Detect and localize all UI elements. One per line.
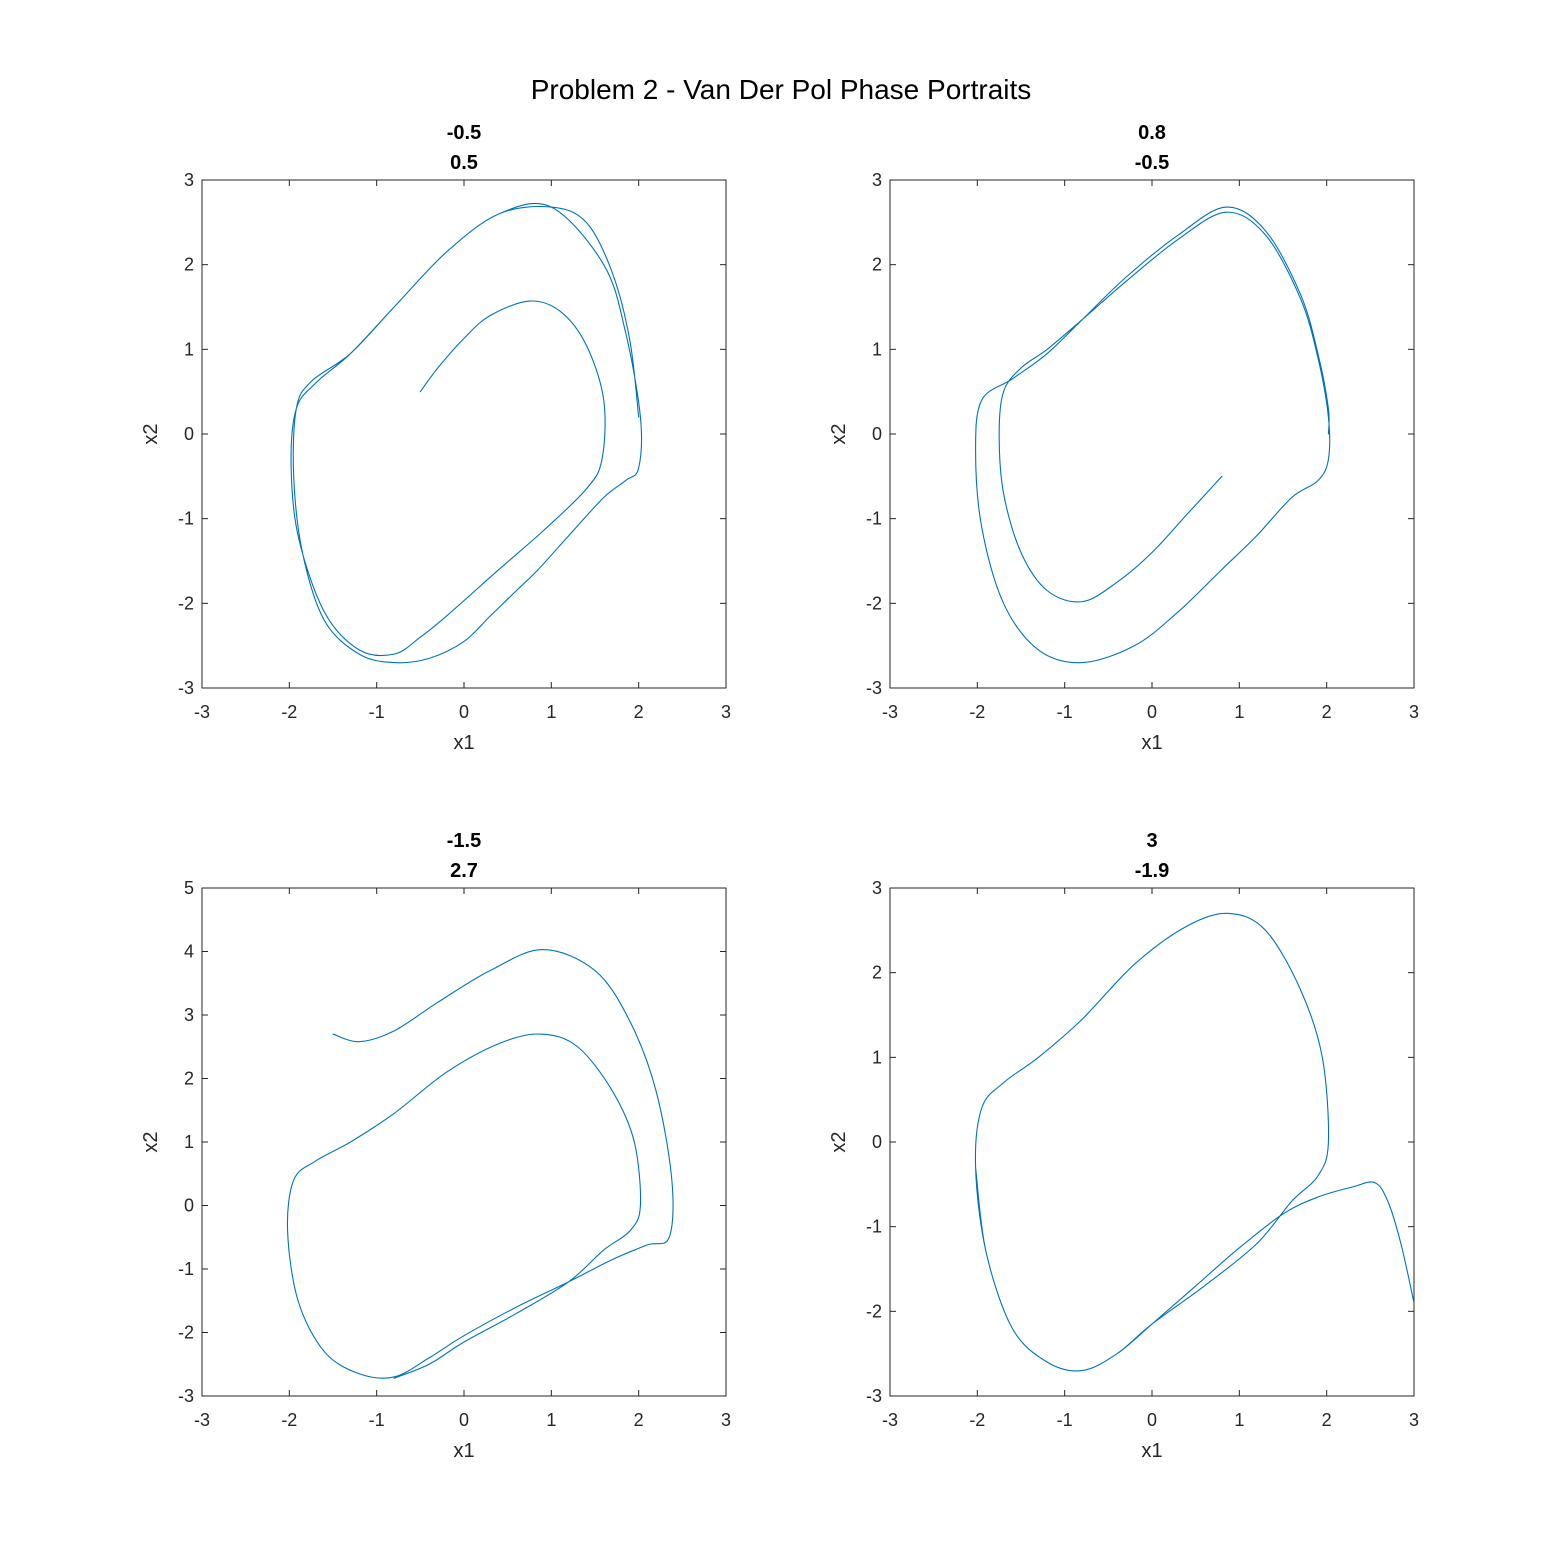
x-tick-label: -2 <box>281 702 297 722</box>
figure-title: Problem 2 - Van Der Pol Phase Portraits <box>531 74 1032 105</box>
y-tick-label: -1 <box>866 1217 882 1237</box>
y-tick-label: 4 <box>184 942 194 962</box>
trajectory-line <box>975 206 1331 664</box>
subplot-3: -1.5 2.7 -3 -2 -1 0 1 2 3 -3 -2 -1 0 1 2 3 4 5 x1 x2 <box>140 830 731 1462</box>
y-tick-label: 1 <box>184 339 194 359</box>
x-axis-label: x1 <box>1141 1440 1162 1462</box>
x-tick-label: 2 <box>1322 1410 1332 1430</box>
x-tick-label: -1 <box>369 1410 385 1430</box>
y-tick-label: 2 <box>872 963 882 983</box>
y-tick-label: 0 <box>184 424 194 444</box>
y-tick-label: 1 <box>872 1047 882 1067</box>
subplot-2: 0.8 -0.5 -3 -2 -1 0 1 2 3 -3 -2 -1 0 1 2 3 x1 x2 <box>828 122 1419 754</box>
y-tick-label: 0 <box>872 1132 882 1152</box>
subplot-title-line-2: -1.9 <box>1135 860 1169 882</box>
y-tick-label: -1 <box>866 509 882 529</box>
y-tick-label: 1 <box>184 1132 194 1152</box>
x-tick-label: 0 <box>1147 1410 1157 1430</box>
x-tick-label: -2 <box>281 1410 297 1430</box>
subplot-title-line-2: 0.5 <box>450 152 478 174</box>
x-tick-label: -1 <box>1057 1410 1073 1430</box>
axes-box <box>201 179 727 689</box>
x-tick-label: 0 <box>459 702 469 722</box>
x-tick-label: 0 <box>459 1410 469 1430</box>
x-tick-label: -2 <box>969 1410 985 1430</box>
y-tick-label: -3 <box>866 1386 882 1406</box>
x-tick-label: 0 <box>1147 702 1157 722</box>
y-tick-label: 3 <box>184 1005 194 1025</box>
y-axis-label: x2 <box>828 1131 850 1152</box>
axes-box <box>201 887 727 1397</box>
subplot-title-line-2: -0.5 <box>1135 152 1169 174</box>
x-axis-label: x1 <box>1141 732 1162 754</box>
x-tick-label: 3 <box>721 1410 731 1430</box>
x-tick-label: -3 <box>194 1410 210 1430</box>
y-axis-label: x2 <box>828 423 850 444</box>
y-tick-label: -1 <box>178 1259 194 1279</box>
x-tick-label: 3 <box>1409 702 1419 722</box>
x-tick-label: 1 <box>546 1410 556 1430</box>
x-tick-label: -3 <box>882 702 898 722</box>
y-tick-label: 3 <box>872 878 882 898</box>
y-tick-label: -2 <box>178 593 194 613</box>
trajectory-line <box>286 949 674 1379</box>
y-tick-label: 3 <box>872 170 882 190</box>
y-tick-label: 5 <box>184 878 194 898</box>
y-tick-label: -2 <box>178 1323 194 1343</box>
axes-box <box>889 179 1415 689</box>
subplot-grid: -0.5 0.5 -3 -2 -1 0 1 2 3 -3 -2 -1 0 1 2 3 x1 x2 0.8 -0.5 -3… <box>140 122 1419 1462</box>
subplot-4: 3 -1.9 -3 -2 -1 0 1 2 3 -3 -2 -1 0 1 2 3 x1 x2 <box>828 830 1419 1462</box>
x-tick-label: 2 <box>634 1410 644 1430</box>
y-axis-label: x2 <box>140 1131 162 1152</box>
trajectory-line <box>290 202 643 664</box>
x-tick-label: 1 <box>1234 702 1244 722</box>
x-axis-label: x1 <box>453 1440 474 1462</box>
y-tick-label: -1 <box>178 509 194 529</box>
x-tick-label: 3 <box>1409 1410 1419 1430</box>
subplot-title-line-1: 0.8 <box>1138 122 1166 144</box>
y-tick-label: -2 <box>866 1301 882 1321</box>
x-tick-label: 1 <box>546 702 556 722</box>
y-tick-label: 2 <box>872 255 882 275</box>
x-tick-label: -2 <box>969 702 985 722</box>
y-tick-label: -3 <box>866 678 882 698</box>
x-tick-label: -1 <box>1057 702 1073 722</box>
y-axis-label: x2 <box>140 423 162 444</box>
y-tick-label: -3 <box>178 1386 194 1406</box>
y-tick-label: 0 <box>872 424 882 444</box>
subplot-title-line-1: -1.5 <box>447 830 481 852</box>
subplot-title-line-1: 3 <box>1146 830 1157 852</box>
y-tick-label: 3 <box>184 170 194 190</box>
y-tick-label: -3 <box>178 678 194 698</box>
subplot-title-line-1: -0.5 <box>447 122 481 144</box>
trajectory-line <box>974 912 1414 1372</box>
subplot-1: -0.5 0.5 -3 -2 -1 0 1 2 3 -3 -2 -1 0 1 2 3 x1 x2 <box>140 122 731 754</box>
x-tick-label: 2 <box>634 702 644 722</box>
y-tick-label: 2 <box>184 1069 194 1089</box>
x-tick-label: 3 <box>721 702 731 722</box>
axes-box <box>889 887 1415 1397</box>
y-tick-label: 2 <box>184 255 194 275</box>
x-axis-label: x1 <box>453 732 474 754</box>
y-tick-label: -2 <box>866 593 882 613</box>
x-tick-label: -3 <box>882 1410 898 1430</box>
x-tick-label: -1 <box>369 702 385 722</box>
x-tick-label: 2 <box>1322 702 1332 722</box>
y-tick-label: 0 <box>184 1196 194 1216</box>
y-tick-label: 1 <box>872 339 882 359</box>
subplot-title-line-2: 2.7 <box>450 860 478 882</box>
x-tick-label: 1 <box>1234 1410 1244 1430</box>
x-tick-label: -3 <box>194 702 210 722</box>
